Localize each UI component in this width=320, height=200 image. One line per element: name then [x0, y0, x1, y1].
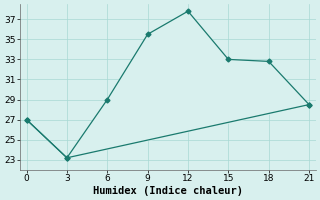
X-axis label: Humidex (Indice chaleur): Humidex (Indice chaleur)	[93, 186, 243, 196]
